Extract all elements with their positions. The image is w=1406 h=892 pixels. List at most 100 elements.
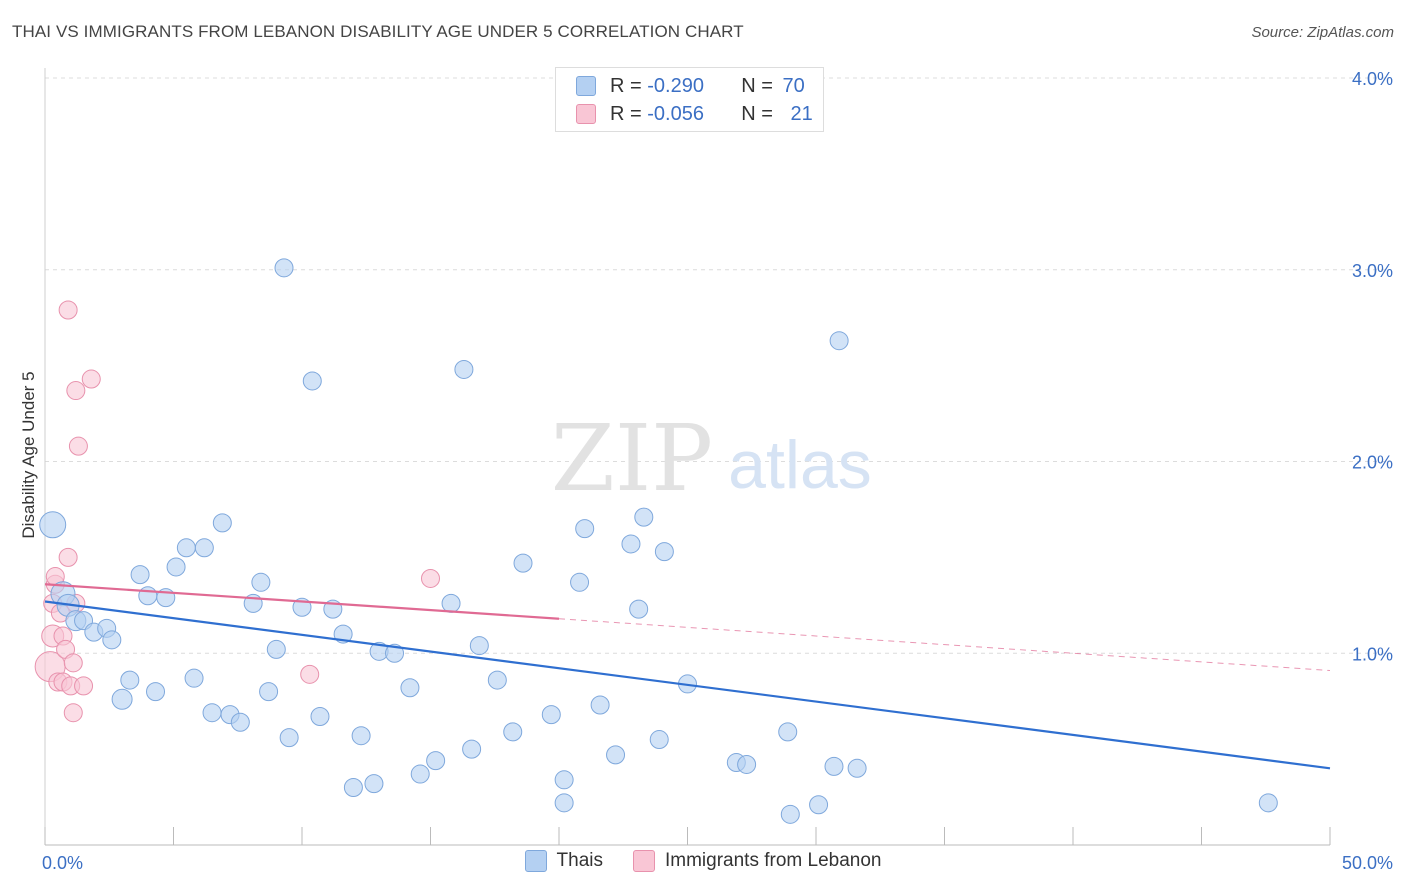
thais-point [102, 630, 122, 650]
watermark-atlas: atlas [728, 427, 872, 503]
thais-point [778, 722, 798, 742]
thais-point [351, 726, 371, 746]
thais-point [343, 777, 363, 797]
thais-point [259, 682, 279, 702]
legend-item-thais[interactable]: Thais [524, 850, 603, 872]
lebanon-point [58, 300, 78, 320]
thais-swatch [576, 76, 596, 96]
thais-point [279, 728, 299, 748]
thais-point [469, 636, 489, 656]
thais-point [202, 703, 222, 723]
x-tick-label: 50.0% [1342, 853, 1393, 873]
thais-point [166, 557, 186, 577]
r-label: R = [610, 74, 648, 97]
thais-point [462, 739, 482, 759]
thais-point [554, 770, 574, 790]
r-value: -0.056 [647, 102, 704, 125]
thais-point [737, 754, 757, 774]
axes [44, 68, 1331, 846]
x-tick-label: 0.0% [42, 853, 83, 873]
thais-point [176, 538, 196, 558]
trend-lines [44, 583, 1331, 770]
grid-lines [45, 77, 1390, 654]
thais-point [487, 670, 507, 690]
series-thais [39, 258, 1278, 824]
thais-point [310, 707, 330, 727]
n-value: 21 [790, 102, 813, 125]
lebanon-point [421, 568, 440, 588]
n-label: N = [741, 102, 779, 125]
source-label: Source: ZipAtlas.com [1251, 24, 1394, 41]
thais-point [513, 553, 533, 573]
thais-point [454, 359, 474, 379]
thais-point [146, 682, 166, 702]
thais-point [809, 795, 829, 815]
thais-point [1258, 793, 1278, 813]
lebanon-point [74, 676, 94, 696]
thais-point [364, 774, 384, 794]
thais-point [503, 722, 523, 742]
thais-point [634, 507, 654, 527]
lebanon-point [58, 547, 78, 567]
thais-point [780, 804, 800, 824]
lebanon-legend-swatch [632, 850, 655, 872]
n-label: N = [741, 74, 779, 97]
thais-point [426, 751, 446, 771]
lebanon-trend-line [44, 583, 560, 620]
thais-point [400, 678, 420, 698]
thais-point [847, 758, 867, 778]
n-value: 70 [782, 74, 805, 97]
thais-point [39, 511, 67, 539]
thais-point [590, 695, 610, 715]
watermark: ZIP atlas [551, 405, 872, 512]
thais-point [212, 513, 232, 533]
thais-point [138, 586, 158, 606]
thais-point [302, 371, 322, 391]
legend-label-thais: Thais [556, 850, 603, 871]
lebanon-point [63, 703, 83, 723]
chart-title: THAI VS IMMIGRANTS FROM LEBANON DISABILI… [12, 22, 744, 41]
lebanon-trend-line-extension [558, 618, 1331, 672]
thais-legend-swatch [524, 850, 547, 872]
thais-point [575, 519, 595, 539]
series-immigrants-from-lebanon [34, 300, 440, 723]
thais-point [385, 643, 405, 663]
lebanon-swatch [576, 104, 596, 124]
tick-labels: 1.0% 2.0% 3.0% 4.0% 0.0% 50.0% [42, 69, 1393, 873]
thais-point [230, 712, 250, 732]
thais-point [194, 538, 214, 558]
legend-item-lebanon[interactable]: Immigrants from Lebanon [632, 850, 882, 872]
legend-label-lebanon: Immigrants from Lebanon [664, 850, 882, 871]
watermark-zip: ZIP [551, 405, 713, 512]
thais-point [441, 593, 461, 613]
y-tick-label: 3.0% [1352, 261, 1393, 281]
thais-point [266, 639, 286, 659]
thais-point [629, 599, 649, 619]
thais-point [274, 258, 294, 278]
thais-point [824, 756, 844, 776]
thais-point [649, 730, 669, 750]
y-axis-label: Disability Age Under 5 [19, 371, 38, 538]
stats-legend-row-lebanon: R = -0.056 N = 21 [576, 100, 813, 128]
thais-point [541, 705, 561, 725]
lebanon-point [66, 381, 86, 401]
series-legend: Thais Immigrants from Lebanon [0, 850, 1406, 872]
r-label: R = [610, 102, 648, 125]
thais-point [621, 534, 641, 554]
y-tick-label: 2.0% [1352, 453, 1393, 473]
lebanon-point [300, 664, 320, 684]
thais-point [654, 542, 674, 562]
thais-point [554, 793, 574, 813]
thais-point [111, 688, 133, 710]
thais-point [606, 745, 626, 765]
stats-legend: R = -0.290 N = 70 R = -0.056 N = 21 [555, 67, 824, 132]
thais-point [570, 572, 590, 592]
y-tick-label: 4.0% [1352, 69, 1393, 89]
thais-point [410, 764, 430, 784]
thais-point [829, 331, 849, 351]
lebanon-point [68, 436, 88, 456]
r-value: -0.290 [647, 74, 704, 97]
thais-point [251, 572, 271, 592]
thais-point [130, 565, 150, 585]
